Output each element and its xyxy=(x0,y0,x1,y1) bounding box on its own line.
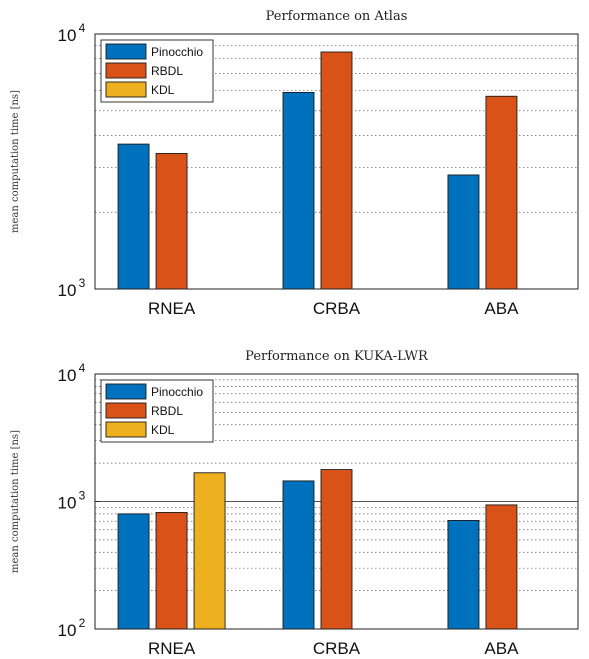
bar-rnea-rbdl xyxy=(155,153,188,290)
legend-swatch xyxy=(105,383,147,400)
y-tick-exponent: 3 xyxy=(79,489,86,503)
x-tick-label: CRBA xyxy=(313,299,361,318)
chart-title: Performance on Atlas xyxy=(266,9,408,24)
chart-title: Performance on KUKA-LWR xyxy=(245,349,429,364)
y-tick-base: 10 xyxy=(58,494,77,513)
bar-rnea-rbdl xyxy=(155,512,188,630)
bar-rnea-pinocchio xyxy=(117,513,150,630)
x-tick-label: ABA xyxy=(484,299,519,318)
bar-rnea-pinocchio xyxy=(117,143,150,290)
legend-label: KDL xyxy=(151,83,175,97)
bar-aba-pinocchio xyxy=(447,520,480,630)
legend: Pinocchio RBDL KDL xyxy=(100,39,214,103)
y-tick-label: 10 4 xyxy=(58,21,100,45)
legend-swatch xyxy=(105,81,147,98)
legend-swatch xyxy=(105,402,147,419)
axes-frame xyxy=(94,33,579,290)
legend-label: Pinocchio xyxy=(151,45,203,59)
bar-crba-rbdl xyxy=(320,51,353,290)
bar-aba-pinocchio xyxy=(447,174,480,290)
bar-rnea-kdl xyxy=(193,472,226,630)
x-tick-label: ABA xyxy=(484,639,519,658)
y-tick-exponent: 4 xyxy=(79,21,86,35)
legend-label: Pinocchio xyxy=(151,385,203,399)
legend-label: RBDL xyxy=(151,64,183,78)
y-tick-base: 10 xyxy=(58,281,77,300)
bar-crba-pinocchio xyxy=(282,480,315,630)
y-tick-exponent: 2 xyxy=(79,616,86,630)
legend-swatch xyxy=(105,421,147,438)
bar-crba-rbdl xyxy=(320,469,353,630)
y-tick-label: 10 3 xyxy=(58,489,100,513)
x-tick-label: CRBA xyxy=(313,639,361,658)
legend-swatch xyxy=(105,43,147,60)
x-tick-label: RNEA xyxy=(148,639,196,658)
y-axis-label: mean computation time [ns] xyxy=(10,90,21,233)
legend-swatch xyxy=(105,62,147,79)
y-axis-label: mean computation time [ns] xyxy=(10,430,21,573)
y-tick-label: 10 4 xyxy=(58,361,100,385)
chart-2: Performance on KUKA-LWR mean computation … xyxy=(10,349,579,658)
y-tick-label: 10 2 xyxy=(58,616,100,640)
bar-aba-rbdl xyxy=(485,504,518,630)
bar-aba-rbdl xyxy=(485,95,518,290)
y-tick-exponent: 4 xyxy=(79,361,86,375)
y-tick-label: 10 3 xyxy=(58,276,100,300)
y-tick-exponent: 3 xyxy=(79,276,86,290)
y-tick-base: 10 xyxy=(58,366,77,385)
bar-crba-pinocchio xyxy=(282,91,315,290)
legend-label: RBDL xyxy=(151,404,183,418)
x-tick-label: RNEA xyxy=(148,299,196,318)
y-tick-base: 10 xyxy=(58,26,77,45)
y-tick-base: 10 xyxy=(58,621,77,640)
chart-1: Performance on Atlas mean computation tim… xyxy=(10,9,579,318)
legend-label: KDL xyxy=(151,423,175,437)
legend: Pinocchio RBDL KDL xyxy=(100,379,214,443)
